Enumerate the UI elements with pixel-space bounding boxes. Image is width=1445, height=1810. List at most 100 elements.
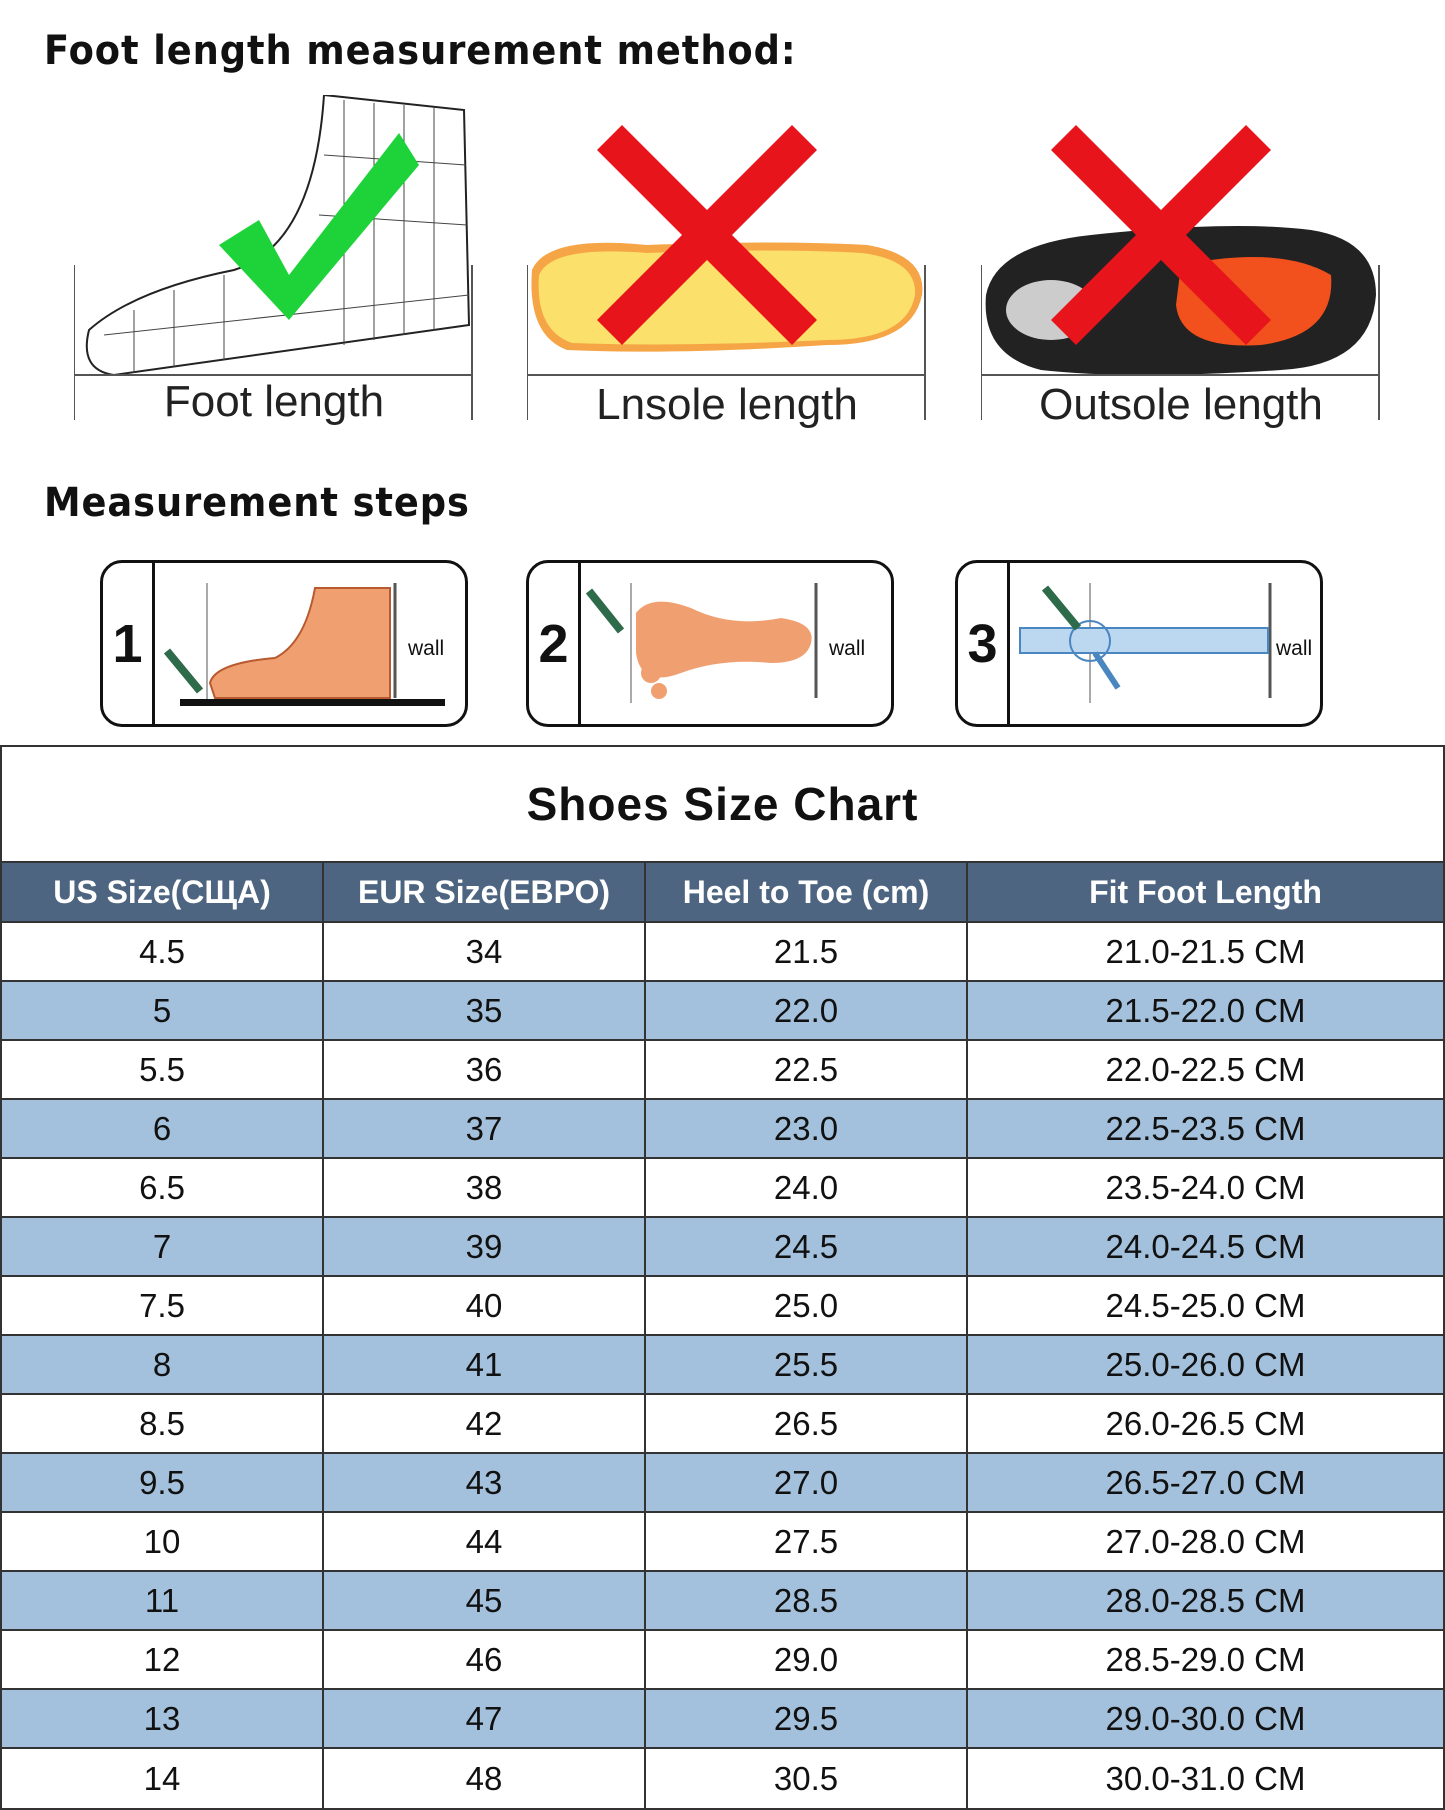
table-row: 13 47 29.5 29.0-30.0 CM: [2, 1690, 1443, 1749]
outsole-icon: [981, 125, 1380, 420]
table-row: 8 41 25.5 25.0-26.0 CM: [2, 1336, 1443, 1395]
wall-label: wall: [1276, 637, 1313, 660]
foot-side-icon: [163, 583, 445, 706]
cell-heel-to-toe: 22.5: [646, 1041, 968, 1098]
cell-heel-to-toe: 23.0: [646, 1100, 968, 1157]
cell-fit-foot-length: 28.0-28.5 CM: [1105, 1581, 1306, 1619]
table-row: 6.5 38 24.0 23.5-24.0 CM: [2, 1159, 1443, 1218]
step-2: 2 wall: [526, 560, 894, 727]
cell-eur-size: 45: [324, 1572, 646, 1629]
cell-fit-foot-length: 22.5-23.5 CM: [1105, 1109, 1306, 1147]
cell-heel-to-toe: 21.5: [646, 923, 968, 980]
insole-icon: [527, 125, 926, 420]
cell-fit-foot-length: 26.0-26.5 CM: [1105, 1404, 1306, 1442]
cell-eur-size: 43: [324, 1454, 646, 1511]
cell-us-size: 7.5: [2, 1277, 324, 1334]
cell-fit-foot-length: 30.0-31.0 CM: [1105, 1759, 1306, 1797]
insole-length-label: Lnsole length: [596, 380, 858, 429]
foot-wireframe-icon: [74, 95, 473, 420]
wall-label: wall: [408, 637, 445, 660]
foot-length-method: Foot length: [74, 95, 474, 426]
table-row: 7.5 40 25.0 24.5-25.0 CM: [2, 1277, 1443, 1336]
cell-eur-size: 40: [324, 1277, 646, 1334]
cell-fit-foot-length: 28.5-29.0 CM: [1105, 1640, 1306, 1678]
outsole-length-label: Outsole length: [1039, 380, 1323, 429]
cell-heel-to-toe: 24.5: [646, 1218, 968, 1275]
steps-title: Measurement steps: [44, 480, 470, 526]
cell-heel-to-toe: 24.0: [646, 1159, 968, 1216]
cell-us-size: 8: [2, 1336, 324, 1393]
foot-length-label: Foot length: [163, 377, 385, 426]
table-row: 6 37 23.0 22.5-23.5 CM: [2, 1100, 1443, 1159]
header-heel-to-toe: Heel to Toe (cm): [646, 863, 968, 921]
cell-fit-foot-length: 29.0-30.0 CM: [1105, 1699, 1306, 1737]
size-chart-title: Shoes Size Chart: [2, 747, 1443, 863]
cell-heel-to-toe: 26.5: [646, 1395, 968, 1452]
cell-us-size: 13: [2, 1690, 324, 1747]
header-fit-foot-length: Fit Foot Length: [1089, 873, 1322, 910]
cell-us-size: 7: [2, 1218, 324, 1275]
cell-us-size: 6.5: [2, 1159, 324, 1216]
cell-eur-size: 35: [324, 982, 646, 1039]
table-row: 11 45 28.5 28.0-28.5 CM: [2, 1572, 1443, 1631]
foot-top-icon: [585, 583, 818, 703]
cell-eur-size: 44: [324, 1513, 646, 1570]
cell-eur-size: 46: [324, 1631, 646, 1688]
method-title: Foot length measurement method:: [44, 28, 797, 74]
cell-us-size: 14: [2, 1749, 324, 1808]
cell-us-size: 5.5: [2, 1041, 324, 1098]
cell-us-size: 9.5: [2, 1454, 324, 1511]
step-3: 3 wall: [955, 560, 1323, 727]
outsole-length-method: Outsole length: [981, 95, 1381, 429]
cell-heel-to-toe: 27.0: [646, 1454, 968, 1511]
cell-fit-foot-length: 25.0-26.0 CM: [1105, 1345, 1306, 1383]
cell-heel-to-toe: 28.5: [646, 1572, 968, 1629]
table-row: 5 35 22.0 21.5-22.0 CM: [2, 982, 1443, 1041]
cell-heel-to-toe: 29.5: [646, 1690, 968, 1747]
cell-fit-foot-length: 23.5-24.0 CM: [1105, 1168, 1306, 1206]
step-1: 1 wall: [100, 560, 468, 727]
table-row: 8.5 42 26.5 26.0-26.5 CM: [2, 1395, 1443, 1454]
cell-heel-to-toe: 29.0: [646, 1631, 968, 1688]
cell-heel-to-toe: 27.5: [646, 1513, 968, 1570]
cell-fit-foot-length: 24.5-25.0 CM: [1105, 1286, 1306, 1324]
header-eur-size: EUR Size(ЕВРО): [324, 863, 646, 921]
cell-eur-size: 47: [324, 1690, 646, 1747]
cell-eur-size: 42: [324, 1395, 646, 1452]
wall-label: wall: [829, 637, 866, 660]
cell-heel-to-toe: 25.5: [646, 1336, 968, 1393]
cell-fit-foot-length: 26.5-27.0 CM: [1105, 1463, 1306, 1501]
cell-eur-size: 36: [324, 1041, 646, 1098]
table-row: 5.5 36 22.5 22.0-22.5 CM: [2, 1041, 1443, 1100]
table-row: 7 39 24.5 24.0-24.5 CM: [2, 1218, 1443, 1277]
table-header: US Size(СЩА) EUR Size(ЕВРО) Heel to Toe …: [2, 863, 1443, 923]
cell-us-size: 11: [2, 1572, 324, 1629]
table-row: 9.5 43 27.0 26.5-27.0 CM: [2, 1454, 1443, 1513]
cell-fit-foot-length: 21.0-21.5 CM: [1105, 932, 1306, 970]
step-number: 2: [529, 563, 581, 724]
step-number: 1: [103, 563, 155, 724]
table-row: 12 46 29.0 28.5-29.0 CM: [2, 1631, 1443, 1690]
cell-heel-to-toe: 30.5: [646, 1749, 968, 1808]
table-row: 4.5 34 21.5 21.0-21.5 CM: [2, 923, 1443, 982]
header-us-size: US Size(СЩА): [2, 863, 324, 921]
step-number: 3: [958, 563, 1010, 724]
cell-heel-to-toe: 22.0: [646, 982, 968, 1039]
cell-us-size: 12: [2, 1631, 324, 1688]
cell-eur-size: 38: [324, 1159, 646, 1216]
cell-us-size: 6: [2, 1100, 324, 1157]
cell-eur-size: 39: [324, 1218, 646, 1275]
cell-eur-size: 34: [324, 923, 646, 980]
cell-us-size: 8.5: [2, 1395, 324, 1452]
size-chart-table: Shoes Size Chart US Size(СЩА) EUR Size(Е…: [0, 745, 1445, 1810]
cell-us-size: 10: [2, 1513, 324, 1570]
table-row: 14 48 30.5 30.0-31.0 CM: [2, 1749, 1443, 1808]
cell-heel-to-toe: 25.0: [646, 1277, 968, 1334]
cell-eur-size: 41: [324, 1336, 646, 1393]
ruler-icon: [1019, 583, 1272, 703]
cell-fit-foot-length: 21.5-22.0 CM: [1105, 991, 1306, 1029]
table-row: 10 44 27.5 27.0-28.0 CM: [2, 1513, 1443, 1572]
cell-fit-foot-length: 24.0-24.5 CM: [1105, 1227, 1306, 1265]
cell-fit-foot-length: 27.0-28.0 CM: [1105, 1522, 1306, 1560]
cell-us-size: 4.5: [2, 923, 324, 980]
